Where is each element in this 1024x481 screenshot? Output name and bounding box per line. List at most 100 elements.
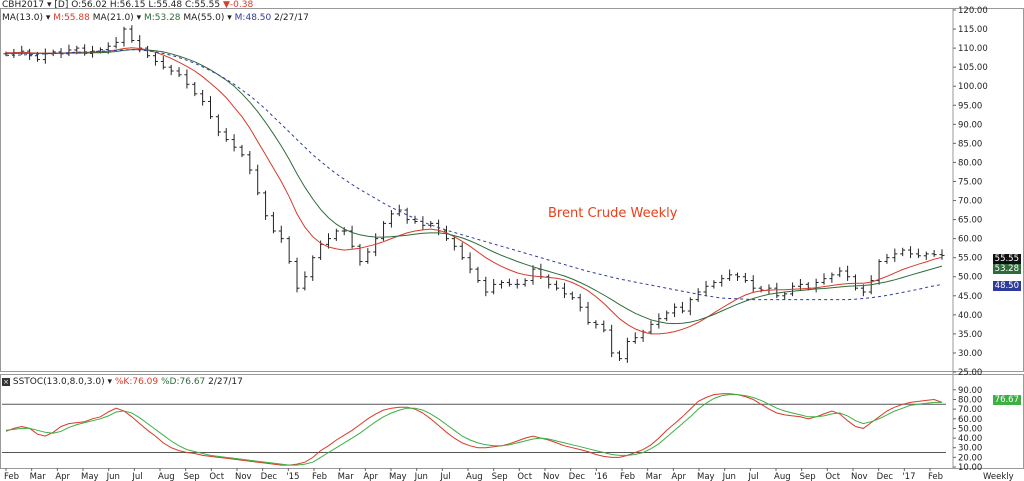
dropdown-icon[interactable]: ▾	[47, 0, 52, 10]
stoch-d-line	[5, 394, 942, 466]
price-bar	[231, 134, 237, 152]
price-bar	[672, 303, 678, 318]
ma3-value: M:48.50	[234, 13, 272, 23]
ma3-label[interactable]: MA(55.0)	[183, 13, 225, 23]
price-bar	[428, 221, 434, 228]
ma55-badge: 48.50	[992, 281, 1021, 291]
stoch-header: × SSTOC(13.0,8.0,3.0) ▾ %K:76.09 %D:76.6…	[2, 377, 243, 388]
price-y-tick-label: 35.00	[958, 330, 982, 340]
price-bar	[506, 278, 512, 287]
x-tick-label: Mar	[30, 472, 47, 481]
price-bar	[546, 274, 552, 289]
x-tick-label: Apr	[363, 472, 378, 481]
price-bar	[215, 114, 221, 137]
ma1-label[interactable]: MA(13.0)	[2, 13, 43, 23]
x-tick-label: Nov	[851, 472, 868, 481]
x-tick-label: Oct	[517, 472, 532, 481]
x-tick-label: '16	[594, 472, 607, 481]
stoch-label[interactable]: SSTOC(13.0,8.0,3.0)	[12, 377, 105, 387]
price-bar	[357, 243, 363, 266]
stoch-y-tick-label: 10.00	[958, 463, 982, 473]
x-tick-label: '17	[902, 472, 915, 481]
price-bar	[837, 267, 843, 278]
x-tick-label: Dec	[261, 472, 278, 481]
price-bar	[278, 225, 284, 243]
price-bar	[192, 82, 198, 97]
price-y-tick-label: 75.00	[958, 177, 982, 187]
x-tick-label: Sep	[492, 472, 508, 481]
stoch-y-tick-label: 60.00	[958, 415, 982, 425]
price-bar	[530, 265, 536, 285]
x-tick-label: Jun	[722, 472, 736, 481]
stoch-y-tick-label: 80.00	[958, 395, 982, 405]
price-bar	[113, 37, 119, 49]
ma2-label[interactable]: MA(21.0)	[92, 13, 134, 23]
change-value: -0.38	[229, 0, 254, 10]
price-bar	[255, 164, 261, 196]
dropdown-icon[interactable]: ▾	[107, 377, 112, 387]
close-value: C:55.55	[185, 0, 221, 10]
price-bar	[475, 266, 481, 283]
x-tick-label: Sep	[184, 472, 200, 481]
x-tick-label: Oct	[825, 472, 840, 481]
close-panel-icon[interactable]: ×	[2, 378, 10, 386]
price-bar	[554, 280, 560, 291]
price-bar	[420, 216, 426, 230]
price-bar	[687, 297, 693, 316]
price-bar	[585, 301, 591, 325]
price-bar	[876, 259, 882, 285]
x-tick-label: Feb	[4, 472, 19, 481]
ma13-line	[6, 47, 943, 335]
stoch-y-tick-label: 20.00	[958, 453, 982, 463]
price-y-tick-label: 50.00	[958, 273, 982, 283]
price-bar	[483, 276, 489, 297]
stoch-badge: 76.67	[992, 395, 1021, 405]
price-bar	[561, 282, 567, 299]
price-bar	[860, 284, 866, 297]
ma-badge: 53.28	[992, 264, 1021, 274]
dropdown-icon[interactable]: ▾	[227, 13, 232, 23]
open-value: O:56.02	[71, 0, 107, 10]
price-bar	[223, 128, 229, 142]
price-bar	[145, 45, 151, 59]
price-bar	[601, 320, 607, 333]
price-bar	[396, 204, 402, 217]
price-bar	[404, 207, 410, 224]
period-label: [D]	[54, 0, 69, 10]
chart-annotation: Brent Crude Weekly	[548, 206, 678, 221]
ma55-line	[5, 49, 943, 301]
x-tick-label: May	[389, 472, 407, 481]
price-bar	[648, 320, 654, 335]
price-bar	[82, 44, 88, 56]
price-bar	[522, 278, 528, 287]
price-header: CBH2017 ▾ [D] O:56.02 H:56.15 L:55.48 C:…	[2, 0, 253, 11]
x-tick-label: '15	[286, 472, 299, 481]
price-y-tick-label: 70.00	[958, 197, 982, 207]
price-bar	[782, 291, 788, 300]
price-y-tick-label: 90.00	[958, 120, 982, 130]
dropdown-icon[interactable]: ▾	[136, 13, 142, 23]
price-bar	[750, 275, 756, 293]
x-tick-label: Apr	[671, 472, 686, 481]
price-y-tick-label: 115.00	[958, 25, 988, 35]
stoch-y-tick-label: 30.00	[958, 444, 982, 454]
price-bar	[325, 233, 331, 249]
price-panel-frame	[0, 8, 1024, 372]
price-bar	[892, 248, 898, 262]
symbol-label[interactable]: CBH2017	[2, 0, 45, 10]
price-bar	[152, 51, 158, 66]
price-bar	[852, 274, 858, 291]
low-value: L:55.48	[148, 0, 183, 10]
price-bar	[302, 271, 308, 291]
x-tick-label: Jun	[414, 472, 428, 481]
dropdown-icon[interactable]: ▾	[45, 13, 51, 23]
price-bar	[333, 228, 339, 241]
price-bar	[679, 301, 685, 314]
price-bar	[695, 288, 701, 302]
price-bar	[208, 96, 214, 119]
price-bar	[310, 255, 316, 281]
price-bar	[270, 211, 276, 234]
price-y-tick-label: 40.00	[958, 311, 982, 321]
x-tick-label: Weekly	[983, 472, 1014, 481]
